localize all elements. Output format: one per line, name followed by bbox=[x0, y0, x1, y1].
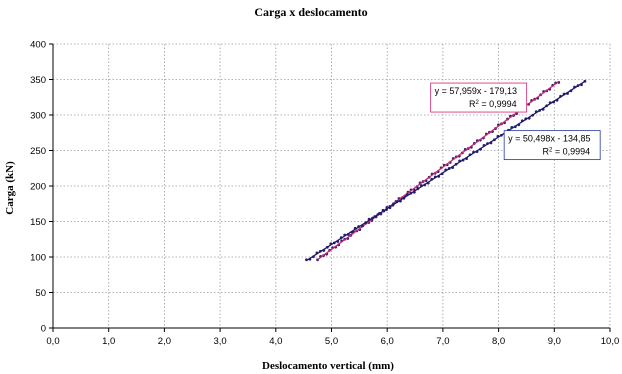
x-tick-label: 0,0 bbox=[46, 336, 59, 347]
x-tick-label: 9,0 bbox=[548, 336, 561, 347]
y-tick-label: 250 bbox=[30, 146, 46, 157]
chart-title: Carga x deslocamento bbox=[254, 5, 367, 19]
y-tick-label: 400 bbox=[30, 40, 46, 51]
x-tick-label: 5,0 bbox=[325, 336, 338, 347]
label-box bbox=[503, 130, 601, 161]
r2-exponent: 2 bbox=[476, 100, 480, 106]
trendline-equation: y = 50,498x - 134,85 bbox=[508, 134, 590, 144]
y-tick-label: 150 bbox=[30, 217, 46, 228]
x-tick-label: 1,0 bbox=[102, 336, 115, 347]
r2-exponent: 2 bbox=[549, 148, 553, 154]
x-tick-label: 10,0 bbox=[601, 336, 620, 347]
trendline-r2: R2 = 0,9994 bbox=[469, 99, 517, 109]
axes: 0,0 1,0 2,0 3,0 4,0 5,0 6,0 7,0 8,0 9,0 10,0 0 50 100… bbox=[30, 40, 619, 348]
y-tick-label: 350 bbox=[30, 75, 46, 86]
trendline-equation: y = 57,959x - 179,13 bbox=[435, 86, 517, 96]
x-tick-label: 7,0 bbox=[436, 336, 449, 347]
trendline-label-1: y = 57,959x - 179,13 R2 = 0,9994 bbox=[430, 82, 528, 113]
x-axis-label: Deslocamento vertical (mm) bbox=[262, 360, 394, 372]
x-tick-label: 2,0 bbox=[158, 336, 171, 347]
y-tick-label: 50 bbox=[35, 288, 46, 299]
y-tick-label: 0 bbox=[41, 324, 46, 335]
trendline-label-2: y = 50,498x - 134,85 R2 = 0,9994 bbox=[503, 130, 601, 161]
trendline bbox=[306, 80, 586, 262]
y-tick-label: 200 bbox=[30, 182, 46, 193]
r2-symbol: R bbox=[469, 99, 476, 109]
trendline-r2: R2 = 0,9994 bbox=[543, 147, 591, 157]
r2-value: = 0,9994 bbox=[479, 99, 517, 109]
r2-value: = 0,9994 bbox=[552, 147, 590, 157]
label-box bbox=[430, 82, 528, 113]
r2-symbol: R bbox=[543, 147, 550, 157]
x-tick-label: 4,0 bbox=[269, 336, 282, 347]
y-tick-label: 300 bbox=[30, 111, 46, 122]
x-tick-label: 8,0 bbox=[492, 336, 505, 347]
x-tick-label: 6,0 bbox=[381, 336, 394, 347]
y-tick-label: 100 bbox=[30, 253, 46, 264]
x-tick-label: 3,0 bbox=[213, 336, 226, 347]
y-axis-label: Carga (kN) bbox=[4, 161, 16, 215]
